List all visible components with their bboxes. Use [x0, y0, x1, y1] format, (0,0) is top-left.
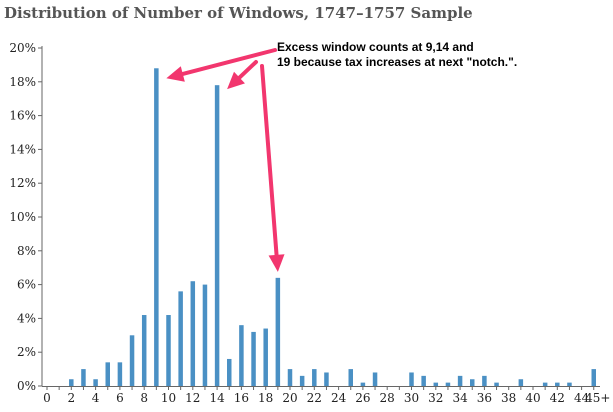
- bar: [299, 375, 305, 386]
- x-tick-label: 40: [525, 391, 540, 405]
- y-tick-label: 6%: [17, 278, 36, 292]
- annotation-arrow-head: [166, 66, 185, 82]
- x-tick-label: 45+: [585, 391, 610, 405]
- annotation-arrow-shaft: [180, 48, 277, 76]
- y-tick-label: 20%: [9, 41, 36, 55]
- y-tick-label: 18%: [9, 75, 36, 89]
- bar: [494, 382, 499, 386]
- bar: [251, 331, 256, 386]
- bar: [591, 369, 596, 386]
- x-tick-label: 12: [185, 391, 200, 405]
- x-tick-label: 36: [477, 391, 492, 405]
- bar: [69, 379, 74, 386]
- bar: [542, 382, 548, 386]
- annotation-arrow-shaft: [237, 60, 258, 80]
- bar: [190, 281, 196, 386]
- x-tick-label: 8: [140, 391, 148, 405]
- bar: [555, 382, 560, 386]
- y-tick-label: 10%: [9, 210, 36, 224]
- y-tick-label: 8%: [17, 244, 36, 258]
- bar: [93, 379, 98, 386]
- bar: [239, 325, 244, 386]
- bar: [166, 315, 171, 386]
- x-tick-label: 18: [258, 391, 273, 405]
- x-tick-label: 24: [331, 391, 347, 405]
- x-tick-label: 4: [92, 391, 100, 405]
- bar: [421, 375, 426, 386]
- annotation-arrow-shaft: [260, 64, 279, 257]
- bar: [409, 372, 414, 386]
- bar: [263, 328, 268, 386]
- x-tick-label: 34: [452, 391, 468, 405]
- bar: [275, 277, 281, 386]
- bar: [445, 382, 451, 386]
- y-tick-label: 4%: [17, 311, 36, 325]
- y-tick-label: 16%: [9, 109, 36, 123]
- x-tick-label: 32: [428, 391, 443, 405]
- annotation-arrow-head: [268, 254, 285, 272]
- bar: [567, 382, 572, 386]
- bar: [202, 284, 208, 386]
- x-axis: 0 2 4 6 8 10 12 14 16 18 20 22 24 26 28 30 32 34 36 38 40 42 4…: [42, 386, 610, 405]
- bar: [312, 369, 317, 386]
- y-tick-label: 12%: [9, 176, 36, 190]
- x-tick-label: 0: [43, 391, 51, 405]
- x-tick-label: 26: [355, 391, 370, 405]
- x-tick-label: 2: [67, 391, 75, 405]
- bar: [227, 358, 232, 386]
- bar: [482, 375, 487, 386]
- x-tick-label: 28: [380, 391, 395, 405]
- x-tick-label: 6: [116, 391, 124, 405]
- bar: [154, 68, 159, 386]
- bar: [178, 291, 183, 386]
- annotation-arrow-head: [227, 71, 245, 90]
- x-tick-label: 30: [404, 391, 419, 405]
- bar: [324, 372, 329, 386]
- x-tick-label: 16: [234, 391, 249, 405]
- annotation-arrows: [166, 48, 285, 272]
- x-tick-label: 10: [161, 391, 176, 405]
- annotation-line-2: 19 because tax increases at next "notch.…: [277, 55, 518, 69]
- chart-title: Distribution of Number of Windows, 1747–…: [4, 4, 473, 22]
- y-tick-label: 2%: [17, 345, 36, 359]
- bar: [117, 362, 123, 386]
- y-tick-label: 0%: [17, 379, 36, 393]
- x-tick-label: 20: [282, 391, 297, 405]
- annotation-line-1: Excess window counts at 9,14 and: [277, 40, 474, 54]
- bar: [129, 335, 135, 386]
- y-tick-label: 14%: [9, 142, 36, 156]
- bar: [457, 375, 463, 386]
- bar: [470, 379, 475, 386]
- bar: [287, 369, 293, 386]
- bar: [81, 369, 86, 386]
- bars: [69, 68, 596, 387]
- x-tick-label: 22: [307, 391, 322, 405]
- bar: [105, 362, 110, 386]
- x-tick-label: 42: [550, 391, 565, 405]
- bar: [360, 382, 366, 386]
- bar: [518, 379, 524, 386]
- bar: [141, 315, 147, 386]
- y-axis: 0% 2% 4% 6% 8% 10% 12% 14% 16% 18% 20%: [9, 41, 43, 393]
- x-tick-label: 38: [501, 391, 516, 405]
- annotation-text: Excess window counts at 9,14 and 19 beca…: [277, 40, 517, 70]
- x-tick-label: 14: [209, 391, 225, 405]
- bar: [214, 85, 220, 387]
- bar: [433, 382, 439, 386]
- bar: [348, 369, 353, 386]
- bar: [372, 372, 378, 386]
- x-tick-label: 44: [574, 391, 590, 405]
